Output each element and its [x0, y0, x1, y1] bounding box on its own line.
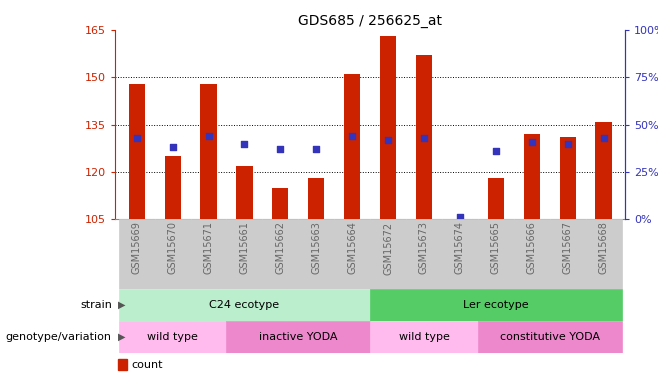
Bar [236, 166, 253, 219]
Bar [344, 74, 360, 219]
Bar [442, 219, 478, 289]
Text: GSM15669: GSM15669 [132, 222, 141, 274]
Bar [334, 219, 370, 289]
Text: GSM15671: GSM15671 [203, 222, 214, 274]
Bar [478, 321, 622, 352]
Point [347, 133, 357, 139]
Point [132, 135, 142, 141]
Point [275, 146, 286, 152]
Point [311, 146, 322, 152]
Text: GSM15668: GSM15668 [599, 222, 609, 274]
Text: GSM15664: GSM15664 [347, 222, 357, 274]
Text: genotype/variation: genotype/variation [6, 332, 112, 342]
Bar [416, 55, 432, 219]
Bar [370, 321, 478, 352]
Text: GSM15674: GSM15674 [455, 222, 465, 274]
Point [203, 133, 214, 139]
Bar [298, 219, 334, 289]
Text: ▶: ▶ [118, 300, 126, 310]
Point [455, 214, 465, 220]
Text: GSM15670: GSM15670 [168, 222, 178, 274]
Text: GSM15665: GSM15665 [491, 222, 501, 274]
Text: GSM15666: GSM15666 [526, 222, 537, 274]
Text: ▶: ▶ [118, 332, 126, 342]
Text: GSM15673: GSM15673 [419, 222, 429, 274]
Point [418, 135, 429, 141]
Point [563, 141, 573, 147]
Text: wild type: wild type [399, 332, 449, 342]
Bar [118, 289, 370, 321]
Point [383, 137, 393, 143]
Bar [308, 178, 324, 219]
Bar [514, 219, 549, 289]
Text: constitutive YODA: constitutive YODA [499, 332, 599, 342]
Bar [191, 219, 226, 289]
Bar [524, 134, 540, 219]
Bar [370, 219, 406, 289]
Bar [488, 178, 504, 219]
Text: Ler ecotype: Ler ecotype [463, 300, 528, 310]
Bar [226, 321, 370, 352]
Point [167, 144, 178, 150]
Point [598, 135, 609, 141]
Bar [586, 219, 622, 289]
Bar [370, 289, 622, 321]
Bar [118, 359, 127, 370]
Text: GSM15663: GSM15663 [311, 222, 321, 274]
Point [239, 141, 249, 147]
Point [526, 139, 537, 145]
Bar [559, 137, 576, 219]
Text: strain: strain [80, 300, 112, 310]
Text: GSM15672: GSM15672 [383, 222, 393, 274]
Bar [118, 321, 226, 352]
Bar [380, 36, 396, 219]
Text: inactive YODA: inactive YODA [259, 332, 338, 342]
Text: C24 ecotype: C24 ecotype [209, 300, 280, 310]
Point [491, 148, 501, 154]
Text: GSM15661: GSM15661 [240, 222, 249, 274]
Bar [478, 219, 514, 289]
Bar [272, 188, 288, 219]
Bar [226, 219, 263, 289]
Title: GDS685 / 256625_at: GDS685 / 256625_at [298, 13, 442, 28]
Bar [549, 219, 586, 289]
Text: count: count [132, 360, 163, 369]
Text: GSM15662: GSM15662 [275, 222, 286, 274]
Bar [164, 156, 181, 219]
Text: GSM15667: GSM15667 [563, 222, 572, 274]
Bar [155, 219, 191, 289]
Bar [595, 122, 612, 219]
Bar [128, 84, 145, 219]
Bar [201, 84, 216, 219]
Text: wild type: wild type [147, 332, 198, 342]
Bar [263, 219, 298, 289]
Bar [118, 219, 155, 289]
Bar [406, 219, 442, 289]
